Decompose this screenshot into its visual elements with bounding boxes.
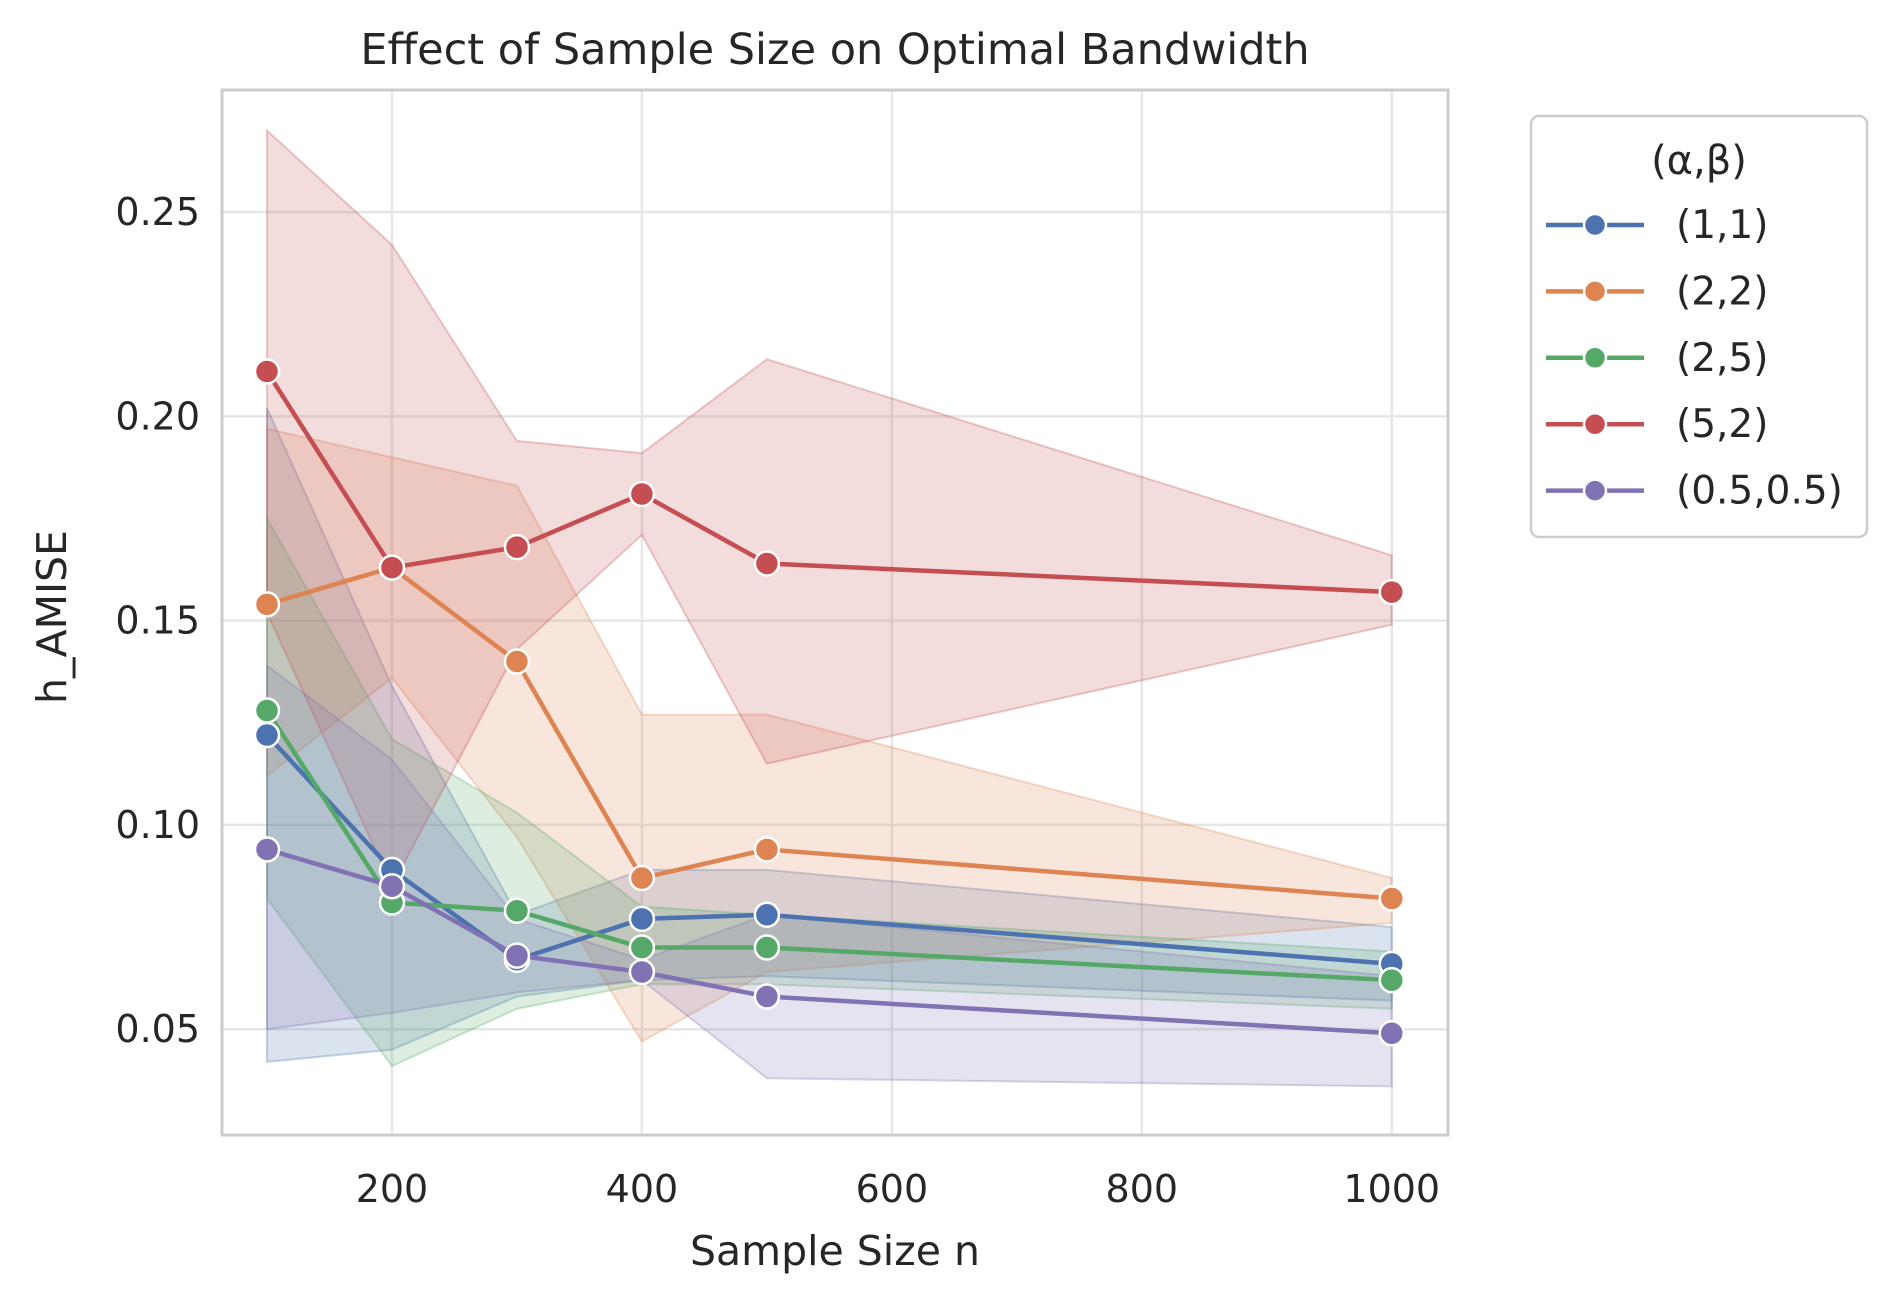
legend: (α,β) (1,1) (2,2) (2,5) (5,2) (0.5,0.5) [1529, 114, 1869, 539]
data-point [503, 648, 531, 675]
legend-entry: (0.5,0.5) [1546, 469, 1843, 514]
data-point [753, 934, 781, 961]
series-line [265, 709, 1392, 983]
y-tick-label: 0.20 [115, 394, 200, 438]
data-point [753, 550, 781, 577]
data-point [753, 983, 781, 1010]
data-point [628, 905, 656, 933]
x-tick-label: 200 [356, 1167, 429, 1211]
confidence-band [265, 514, 1393, 1068]
data-point [1378, 578, 1406, 606]
series-lines [265, 370, 1392, 1036]
x-axis-ticks: 200 400 600 800 1000 [356, 1167, 1440, 1211]
data-point [378, 872, 406, 900]
series-line [266, 565, 1392, 901]
plot-frame [220, 88, 1450, 1137]
y-axis-title: h_AMISE [28, 530, 76, 704]
x-tick-label: 600 [856, 1167, 929, 1211]
data-point [1378, 966, 1406, 994]
confidence-band [265, 427, 1393, 1043]
x-tick-label: 400 [606, 1167, 679, 1211]
chart-title: Effect of Sample Size on Optimal Bandwid… [360, 25, 1309, 75]
legend-label: (2,2) [1676, 269, 1768, 314]
data-point [753, 836, 781, 863]
data-point [1378, 1020, 1406, 1047]
data-point [503, 533, 531, 561]
legend-marker [1582, 212, 1608, 238]
series-markers [253, 358, 1406, 1047]
data-point [253, 836, 281, 863]
data-point [628, 864, 656, 892]
legend-frame [1529, 114, 1869, 539]
data-point [628, 958, 656, 986]
legend-marker [1582, 345, 1608, 371]
data-point [378, 554, 406, 581]
y-tick-label: 0.25 [115, 190, 200, 234]
legend-label: (0.5,0.5) [1676, 469, 1843, 514]
x-tick-label: 800 [1106, 1167, 1179, 1211]
x-tick-label: 1000 [1343, 1167, 1440, 1211]
legend-entry: (2,5) [1546, 336, 1768, 381]
series-line [265, 733, 1392, 967]
data-point [253, 721, 281, 749]
y-tick-label: 0.10 [115, 803, 200, 847]
y-tick-label: 0.05 [115, 1007, 200, 1051]
legend-label: (2,5) [1676, 336, 1768, 381]
data-point [253, 591, 281, 618]
x-axis-title: Sample Size n [690, 1227, 980, 1275]
legend-entry: (2,2) [1546, 269, 1768, 314]
data-point [1378, 885, 1406, 912]
data-point [628, 934, 656, 961]
series-line [266, 847, 1392, 1036]
data-point [753, 901, 781, 929]
series-line [265, 370, 1392, 595]
y-tick-label: 0.15 [115, 599, 200, 643]
data-point [503, 897, 531, 924]
legend-marker [1582, 279, 1608, 304]
data-point [253, 697, 281, 724]
legend-marker [1582, 478, 1608, 503]
legend-label: (5,2) [1676, 402, 1768, 447]
legend-label: (1,1) [1676, 203, 1768, 248]
grid [222, 90, 1448, 1135]
y-axis-ticks: 0.05 0.10 0.15 0.20 0.25 [115, 190, 200, 1051]
legend-entry: (1,1) [1546, 203, 1768, 248]
legend-marker [1582, 411, 1608, 437]
legend-entry: (5,2) [1546, 402, 1768, 447]
legend-entries: (1,1) (2,2) (2,5) (5,2) (0.5,0.5) [1546, 203, 1843, 514]
data-point [628, 480, 656, 508]
data-point [503, 942, 531, 969]
legend-title: (α,β) [1651, 138, 1747, 184]
data-point [253, 358, 281, 385]
